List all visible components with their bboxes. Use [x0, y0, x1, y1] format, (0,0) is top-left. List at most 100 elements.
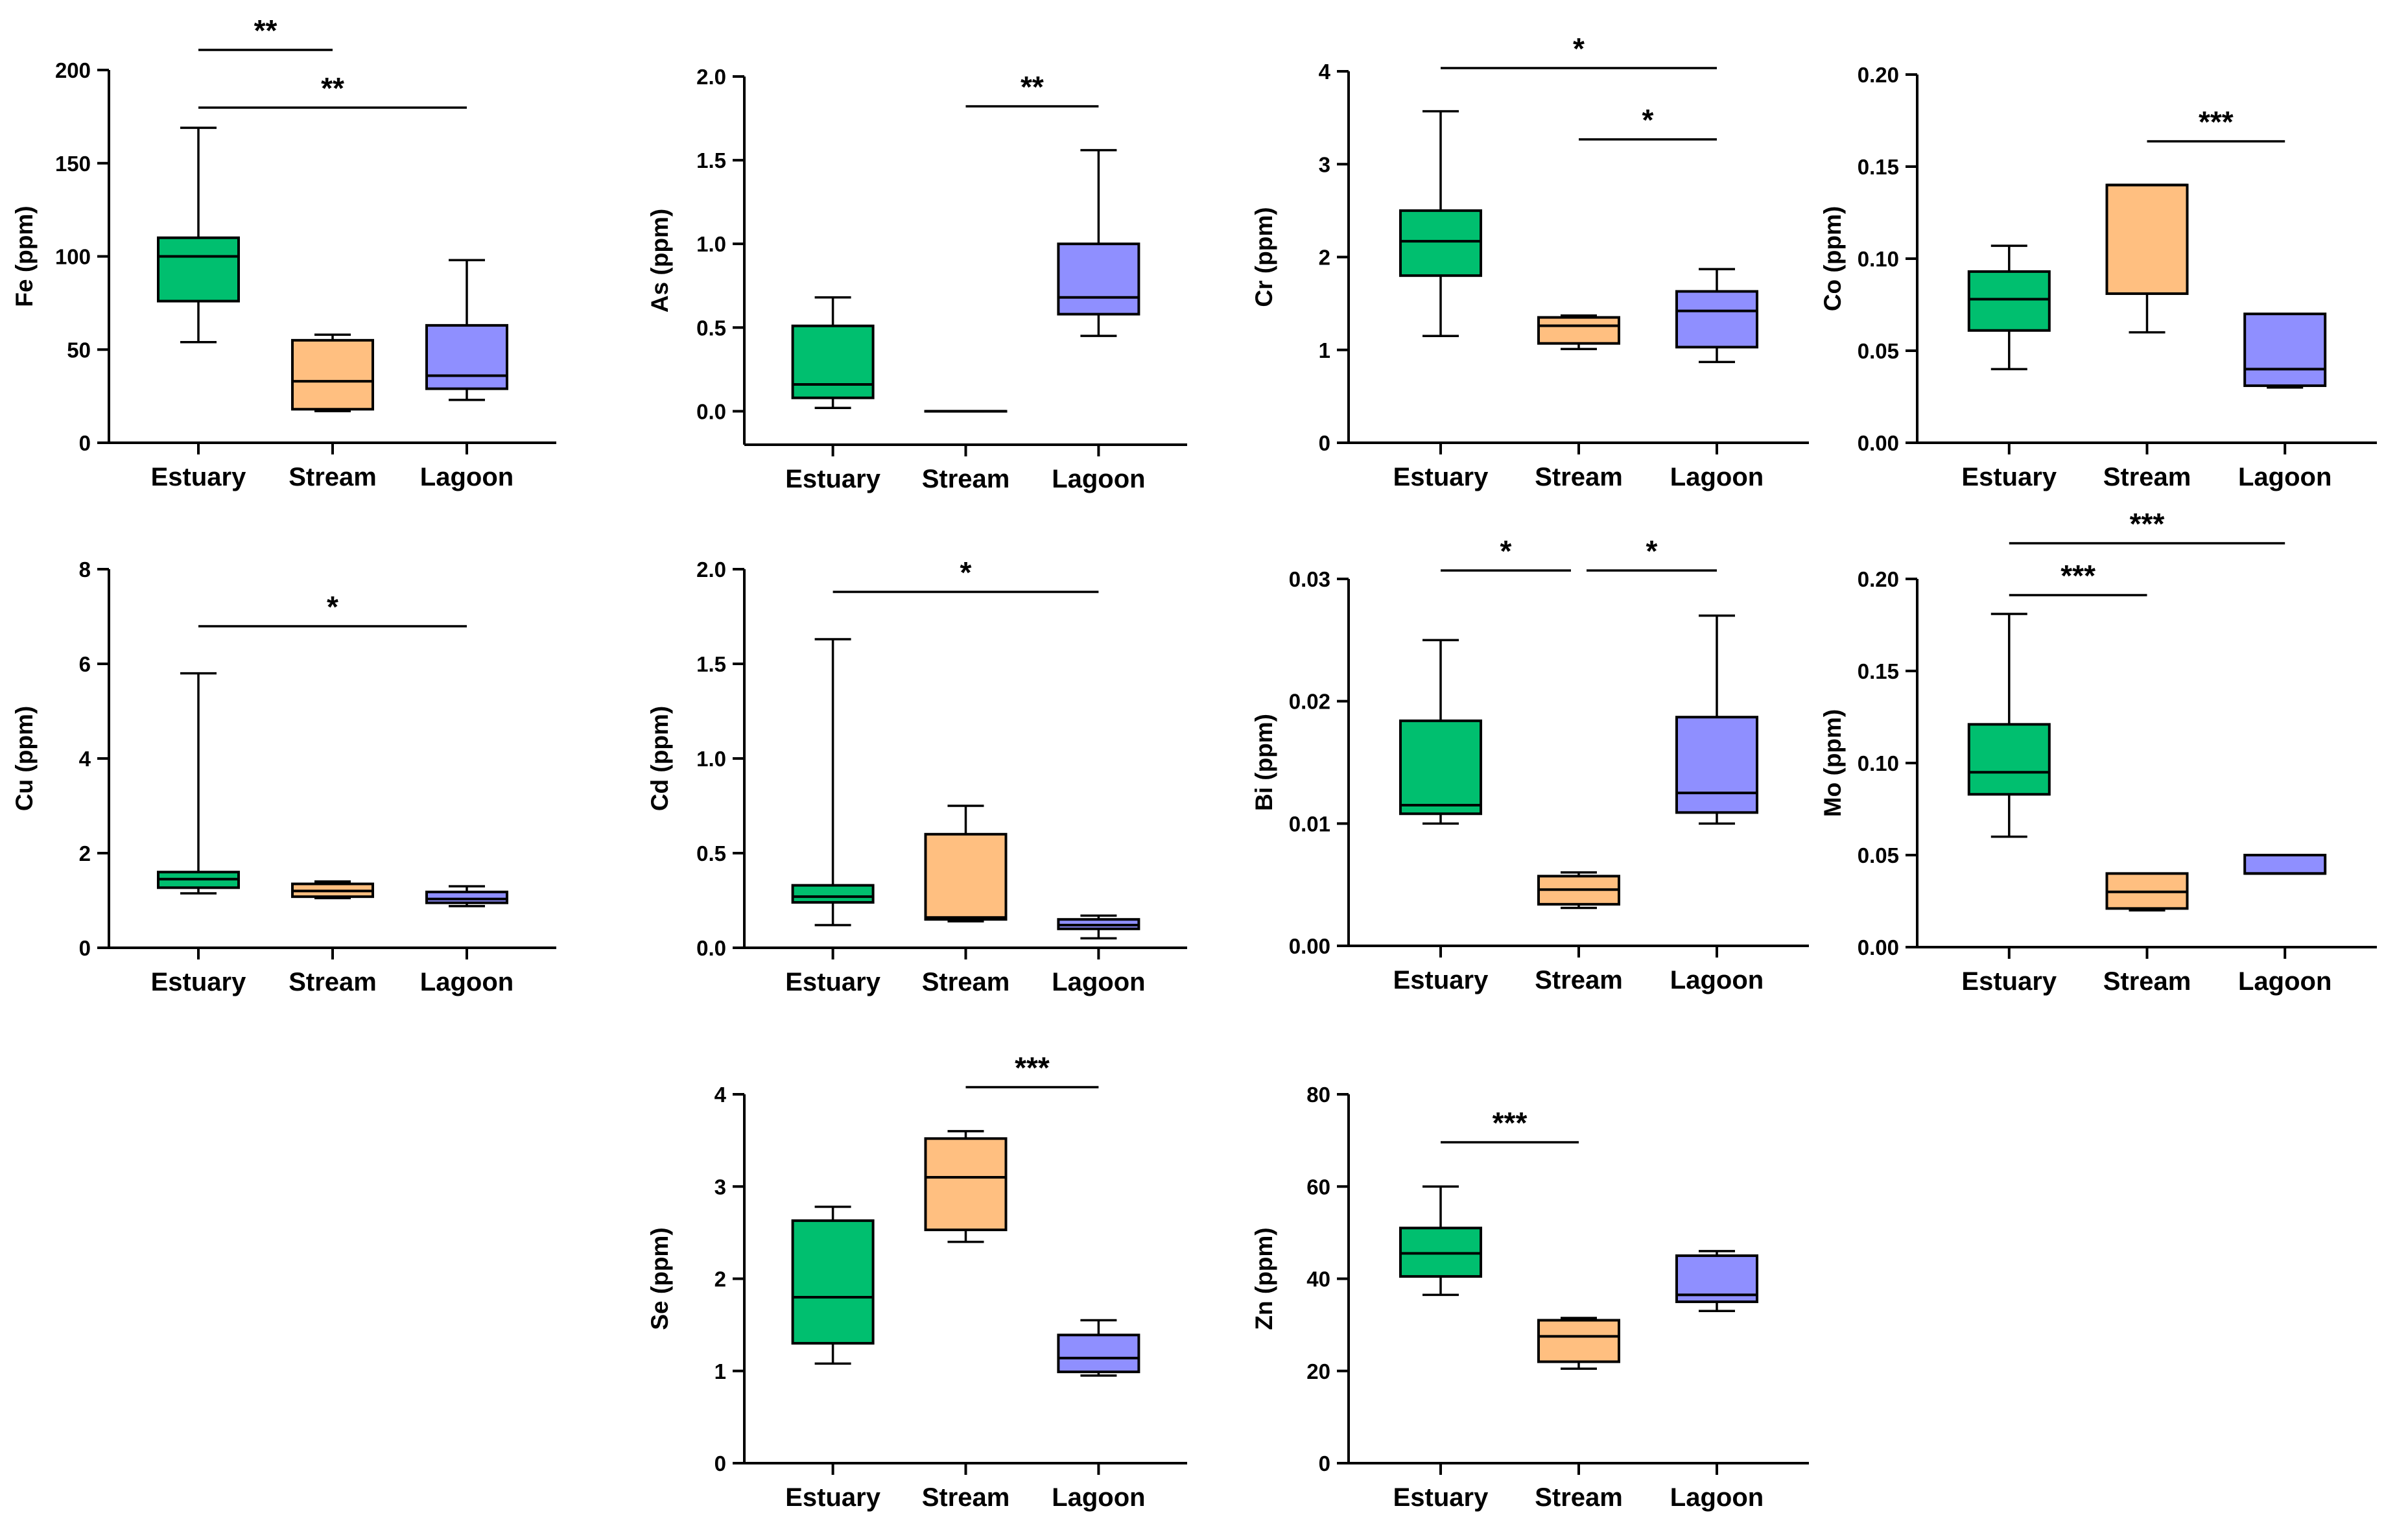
x-tick-label-estuary: Estuary	[1393, 1483, 1489, 1512]
box-lagoon	[2243, 854, 2327, 875]
y-tick-label: 4	[79, 747, 91, 771]
chart-panel-fe: 0 50 100 150 200 Fe (ppm) Estuary Stream Lagoon *…	[11, 14, 556, 491]
y-tick-label: 1.0	[696, 747, 726, 771]
x-tick-label-estuary: Estuary	[785, 968, 880, 996]
box-stream	[924, 1137, 1008, 1232]
box-lagoon	[1675, 716, 1758, 814]
chart-panel-zn: 0 20 40 60 80 Zn (ppm) Estuary Stream Lagoon ***	[1251, 1083, 1809, 1512]
y-tick-label: 0.5	[696, 316, 726, 340]
x-tick-label-stream: Stream	[289, 968, 377, 996]
x-tick-label-lagoon: Lagoon	[1052, 465, 1145, 493]
x-tick-label-stream: Stream	[1535, 966, 1623, 994]
significance-label: *	[1573, 32, 1585, 65]
y-tick-label: 0.10	[1858, 247, 1899, 271]
y-tick-label: 4	[714, 1083, 727, 1107]
x-tick-label-estuary: Estuary	[151, 968, 246, 996]
chart-panel-co: 0.00 0.05 0.10 0.15 0.20 Co (ppm) Estuary Strea…	[1819, 63, 2377, 491]
box-estuary	[1967, 270, 2051, 332]
x-tick-label-lagoon: Lagoon	[420, 463, 513, 491]
x-tick-label-estuary: Estuary	[151, 463, 246, 491]
x-tick-label-stream: Stream	[2103, 463, 2191, 491]
box-estuary	[791, 324, 875, 399]
x-tick-label-estuary: Estuary	[1961, 967, 2057, 996]
box-estuary	[1399, 719, 1482, 816]
y-tick-label: 0.00	[1289, 934, 1330, 958]
y-tick-label: 0	[79, 936, 91, 960]
significance-label: *	[327, 590, 338, 624]
y-tick-label: 2.0	[696, 65, 726, 89]
chart-panel-cr: 0 1 2 3 4 Cr (ppm) Estuary Stream Lagoon * *	[1251, 32, 1809, 491]
y-tick-label: 100	[55, 245, 91, 269]
y-tick-label: 0.00	[1858, 431, 1899, 455]
x-tick-label-stream: Stream	[922, 1483, 1010, 1512]
significance-label: *	[960, 556, 972, 589]
x-tick-label-estuary: Estuary	[1393, 966, 1489, 994]
box-stream	[1537, 1319, 1620, 1363]
y-tick-label: 8	[79, 558, 91, 582]
significance-label: **	[254, 14, 277, 47]
x-tick-label-estuary: Estuary	[1961, 463, 2057, 491]
box-estuary	[791, 1219, 875, 1345]
x-tick-label-estuary: Estuary	[1393, 463, 1489, 491]
x-tick-label-lagoon: Lagoon	[2238, 463, 2331, 491]
y-tick-label: 0.5	[696, 841, 726, 865]
y-tick-label: 0.15	[1858, 155, 1899, 179]
x-tick-label-estuary: Estuary	[785, 465, 880, 493]
box-stream	[291, 338, 374, 411]
significance-label: ***	[2130, 507, 2165, 541]
y-tick-label: 80	[1306, 1083, 1330, 1107]
y-tick-label: 0	[1319, 431, 1330, 455]
y-axis-title: Co (ppm)	[1819, 206, 1846, 311]
y-tick-label: 2	[79, 841, 91, 865]
y-axis-title: Fe (ppm)	[11, 206, 38, 307]
significance-label: ***	[1015, 1051, 1050, 1085]
box-lagoon	[425, 890, 508, 904]
y-tick-label: 4	[1319, 60, 1331, 84]
x-tick-label-stream: Stream	[922, 968, 1010, 996]
significance-label: **	[1021, 70, 1044, 104]
box-lagoon	[1057, 1334, 1140, 1374]
x-tick-label-lagoon: Lagoon	[1670, 1483, 1764, 1512]
y-tick-label: 0	[79, 431, 91, 455]
x-tick-label-estuary: Estuary	[785, 1483, 880, 1512]
y-tick-label: 0.00	[1858, 935, 1899, 959]
chart-panel-bi: 0.00 0.01 0.02 0.03 Bi (ppm) Estuary Stream Lag…	[1251, 534, 1809, 994]
x-tick-label-stream: Stream	[1535, 1483, 1623, 1512]
y-tick-label: 0.05	[1858, 843, 1899, 867]
y-axis-title: Cd (ppm)	[646, 706, 673, 811]
chart-panel-mo: 0.00 0.05 0.10 0.15 0.20 Mo (ppm) Estuary Strea…	[1819, 507, 2377, 996]
y-axis-title: Mo (ppm)	[1819, 709, 1846, 817]
y-axis-title: As (ppm)	[646, 209, 673, 312]
y-tick-label: 2	[714, 1267, 726, 1291]
y-tick-label: 20	[1306, 1359, 1330, 1383]
y-tick-label: 3	[1319, 152, 1330, 176]
y-tick-label: 1.5	[696, 652, 726, 676]
x-tick-label-lagoon: Lagoon	[1052, 1483, 1145, 1512]
y-tick-label: 2.0	[696, 558, 726, 582]
significance-label: ***	[2060, 559, 2095, 593]
y-tick-label: 1.0	[696, 232, 726, 256]
y-tick-label: 0.20	[1858, 63, 1899, 87]
chart-panel-se: 0 1 2 3 4 Se (ppm) Estuary Stream Lagoon ***	[646, 1051, 1187, 1512]
y-tick-label: 0.20	[1858, 567, 1899, 591]
y-tick-label: 50	[67, 338, 91, 362]
x-tick-label-lagoon: Lagoon	[1052, 968, 1145, 996]
x-tick-label-lagoon: Lagoon	[2238, 967, 2331, 996]
y-axis-title: Se (ppm)	[646, 1227, 673, 1330]
y-axis-title: Cu (ppm)	[11, 706, 38, 811]
y-tick-label: 0.01	[1289, 812, 1330, 836]
y-tick-label: 1	[714, 1359, 726, 1383]
x-tick-label-stream: Stream	[2103, 967, 2191, 996]
y-tick-label: 0.15	[1858, 659, 1899, 683]
box-lagoon	[1675, 290, 1758, 349]
y-tick-label: 0	[1319, 1452, 1330, 1475]
chart-panel-cu: 0 2 4 6 8 Cu (ppm) Estuary Stream Lagoon *	[11, 558, 556, 996]
y-tick-label: 3	[714, 1175, 726, 1199]
y-tick-label: 0.03	[1289, 567, 1330, 591]
significance-label: *	[1642, 103, 1654, 137]
y-axis-title: Cr (ppm)	[1251, 207, 1277, 307]
y-tick-label: 40	[1306, 1267, 1330, 1291]
y-tick-label: 0	[714, 1452, 726, 1475]
significance-label: **	[321, 71, 344, 105]
